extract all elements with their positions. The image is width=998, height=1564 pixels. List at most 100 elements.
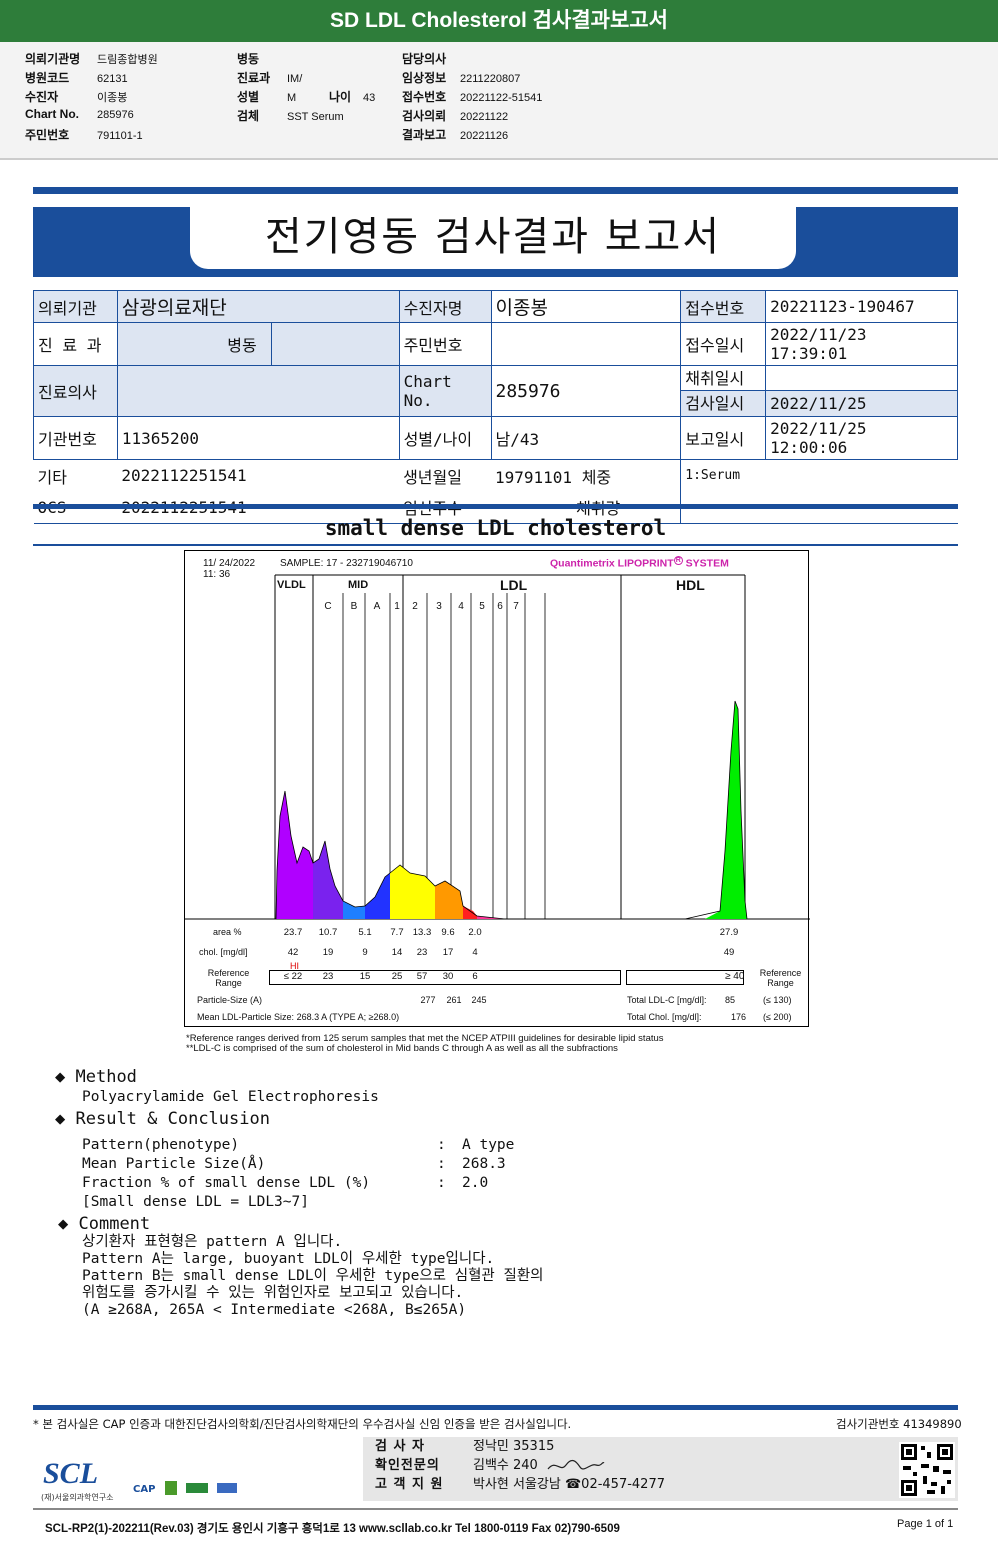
ref-value: ≤ 22 [283, 971, 303, 982]
band-label: 3 [436, 601, 442, 612]
header-top-rule [33, 187, 958, 194]
chart-label: Chart No. [398, 365, 492, 417]
method-section: ◆ Method [55, 1067, 137, 1087]
particle-value: 245 [471, 995, 487, 1005]
sexage-label: 성별/나이 [398, 416, 492, 460]
collect-value [766, 366, 957, 391]
receipt-time-value: 2022/11/23 17:39:01 [765, 322, 958, 366]
doctor-value: 김백수 240 [473, 1458, 538, 1473]
inst-no-value: 11365200 [116, 416, 400, 460]
ref-range-box [269, 970, 621, 985]
chart-time: 11: 36 [203, 569, 231, 580]
area-value: 10.7 [318, 927, 338, 938]
area-value: 2.0 [468, 927, 482, 938]
top-value: 20221126 [460, 130, 509, 142]
brand-reg: R [673, 556, 683, 565]
chol-label: chol. [mg/dl] [199, 947, 248, 957]
test-date-label: 검사일시 [685, 394, 745, 413]
eqa-logo-icon [185, 1482, 208, 1493]
address-line: SCL-RP2(1)-202211(Rev.03) 경기도 용인시 기흥구 흥덕… [45, 1523, 620, 1535]
top-value: 791101-1 [97, 130, 143, 142]
area-value: 13.3 [412, 927, 432, 938]
total-ldl-value: 85 [725, 995, 736, 1005]
patient-label: 수진자명 [398, 290, 492, 323]
top-label: 결과보고 [402, 128, 447, 142]
method-text: Polyacrylamide Gel Electrophoresis [82, 1089, 379, 1105]
collect-test-labels: 채취일시 검사일시 [680, 365, 767, 417]
etc-value: 2022112251541 [121, 466, 247, 486]
result-label: Fraction % of small dense LDL (%) [82, 1175, 371, 1191]
top-label: 병동 [237, 52, 260, 66]
top-value: 이종봉 [97, 92, 128, 104]
inst-no-label: 기관번호 [33, 416, 118, 460]
brand-text-2: SYSTEM [685, 557, 729, 570]
mid-b-area [343, 901, 365, 919]
chol-value: 9 [362, 947, 368, 958]
footer-panel: SCL (재)서울의과학연구소 CAP 검 사 자 정낙민 35315 확인전문의… [33, 1437, 958, 1503]
mid-c-area [313, 841, 343, 919]
top-label: 진료과 [237, 71, 271, 85]
chol-value: 49 [723, 947, 735, 958]
top-label: 주민번호 [25, 128, 70, 142]
mean-size: Mean LDL-Particle Size: 268.3 A (TYPE A;… [197, 1012, 399, 1022]
diamond-bullet-icon: ◆ [55, 1109, 66, 1129]
top-value: 20221122 [460, 111, 509, 123]
ref-value: 25 [391, 971, 403, 982]
top-value: 62131 [97, 73, 128, 85]
area-value: 9.6 [441, 927, 455, 938]
top-value: 드림종합병원 [97, 54, 158, 66]
test-date-value: 2022/11/25 [770, 394, 867, 413]
chart-value: 285976 [490, 365, 682, 417]
ref-value: 23 [322, 971, 334, 982]
doctor-label: 진료의사 [33, 365, 118, 417]
comment-section: ◆ Comment [58, 1214, 150, 1234]
comment-lines: 상기환자 표현형은 pattern A 입니다. Pattern A는 larg… [82, 1234, 544, 1319]
footnotes: *Reference ranges derived from 125 serum… [186, 1034, 664, 1054]
section-top-rule [33, 504, 958, 509]
etc-label: 기타 [37, 467, 67, 487]
band-label: 6 [497, 601, 503, 612]
ldl2-area [435, 881, 463, 919]
ssn-label: 주민번호 [398, 322, 492, 366]
ref-label: Reference Range [207, 968, 250, 988]
result-value: 2.0 [462, 1175, 489, 1191]
top-label: 검체 [237, 109, 260, 123]
total-ldl-label: Total LDL-C [mg/dl]: [627, 995, 707, 1005]
receipt-time-label: 접수일시 [680, 322, 767, 366]
top-label: 성별 [237, 90, 260, 104]
brand-text: Quantimetrix LIPOPRINT [550, 557, 674, 570]
top-value: SST Serum [287, 111, 344, 123]
qr-code-icon [899, 1442, 955, 1498]
scan-outline [275, 790, 506, 920]
result-value: 268.3 [462, 1156, 506, 1172]
signers: 검 사 자 정낙민 35315 확인전문의 김백수 240 고 객 지 원 박사현 서… [375, 1437, 665, 1494]
dept-blank [270, 322, 400, 366]
top-label: 수진자 [25, 90, 59, 104]
receipt-no-label: 접수번호 [680, 290, 767, 323]
group-label-hdl: HDL [676, 577, 705, 593]
chol-value: 17 [442, 947, 454, 958]
cs-value: 박사현 서울강남 ☎02-457-4277 [473, 1477, 665, 1492]
tester-value: 정낙민 35315 [473, 1439, 555, 1454]
footer-bottom-rule [33, 1508, 958, 1510]
report-title: 전기영동 검사결과 보고서 [190, 207, 796, 269]
institution-value: 삼광의료재단 [116, 290, 400, 323]
particle-value: 277 [420, 995, 436, 1005]
comment-line: 위험도를 증가시킬 수 있는 위험인자로 보고되고 있습니다. [82, 1285, 464, 1301]
cap-logo-icon: CAP [133, 1484, 156, 1495]
top-value: 20221122-51541 [460, 92, 543, 104]
result-note: [Small dense LDL = LDL3~7] [82, 1194, 309, 1210]
report-date-value: 2022/11/25 12:00:06 [765, 416, 958, 460]
chart-svg [185, 574, 810, 920]
area-value: 5.1 [358, 927, 372, 938]
top-info-col2: 병동 진료과 IM/ 성별 M 나이 43 검체 SST Serum [237, 50, 375, 126]
result-section: ◆ Result & Conclusion [55, 1109, 270, 1129]
scl-logo-sub: (재)서울의과학연구소 [41, 1493, 114, 1502]
chol-value: 14 [391, 947, 403, 958]
vldl-area [276, 791, 313, 919]
top-value: IM/ [287, 73, 303, 85]
chol-value: 19 [322, 947, 334, 958]
chol-value: 23 [416, 947, 428, 958]
ref-label-right: Reference Range [759, 968, 802, 988]
patient-info-table: 의뢰기관 삼광의료재단 수진자명 이종봉 접수번호 20221123-19046… [33, 290, 958, 524]
